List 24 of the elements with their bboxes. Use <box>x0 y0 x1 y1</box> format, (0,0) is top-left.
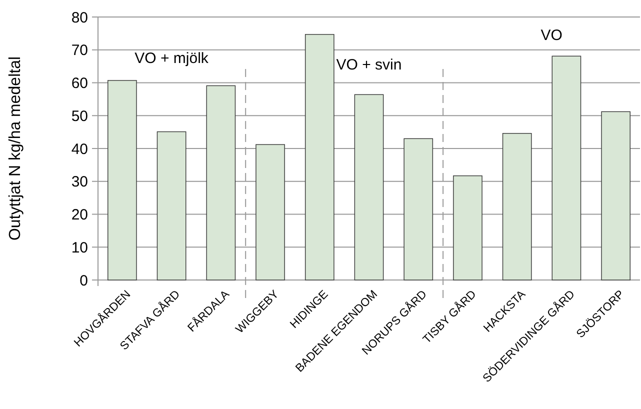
bar <box>404 138 434 280</box>
y-tick-label: 50 <box>71 108 88 125</box>
bar <box>552 56 582 280</box>
bar <box>304 34 334 280</box>
bar <box>206 85 236 280</box>
y-axis-title: Outyttjat N kg/ha medeltal <box>7 56 24 241</box>
bar <box>453 175 482 280</box>
bar <box>502 133 532 280</box>
bar <box>354 94 384 280</box>
y-tick-label: 60 <box>71 75 88 92</box>
y-tick-label: 20 <box>71 206 88 224</box>
bar <box>256 144 285 280</box>
y-tick-label: 40 <box>71 140 88 158</box>
y-tick-label: 10 <box>71 239 88 256</box>
annotation: VO <box>540 27 562 44</box>
bar <box>156 131 186 280</box>
y-tick-label: 80 <box>71 9 88 26</box>
annotation: VO + svin <box>336 56 402 74</box>
y-tick-label: 0 <box>80 272 88 290</box>
y-tick-label: 70 <box>71 42 88 60</box>
bar <box>601 111 630 280</box>
y-tick-label: 30 <box>71 174 88 191</box>
bar <box>108 80 137 280</box>
annotation: VO + mjölk <box>134 50 209 68</box>
